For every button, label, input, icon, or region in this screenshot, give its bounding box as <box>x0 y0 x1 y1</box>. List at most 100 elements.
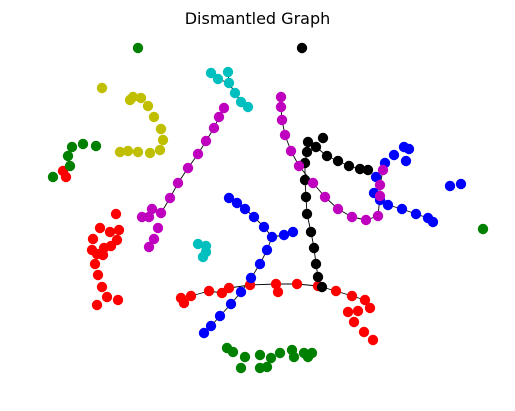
graph-node <box>358 326 370 338</box>
graph-node <box>265 352 277 364</box>
graph-node <box>310 141 322 153</box>
graph-node <box>332 203 344 215</box>
graph-node <box>275 101 287 113</box>
graph-node <box>310 258 322 270</box>
graph-node <box>301 146 313 158</box>
graph-node <box>146 203 158 215</box>
graph-node <box>279 129 291 141</box>
graph-node <box>321 150 333 162</box>
graph-node <box>110 208 122 220</box>
graph-node <box>214 310 226 322</box>
graph-node <box>317 132 329 144</box>
graph-node <box>192 238 204 250</box>
graph-node <box>155 207 167 219</box>
graph-node <box>208 122 220 134</box>
graph-node <box>127 91 139 103</box>
graph-node <box>223 77 235 89</box>
graph-node <box>154 144 166 156</box>
graph-node <box>89 258 101 270</box>
graph-node <box>288 351 300 363</box>
graph-node <box>291 278 303 290</box>
graph-node <box>343 160 355 172</box>
graph-node <box>312 271 324 283</box>
graph-node <box>242 101 254 113</box>
graph-node <box>275 91 287 103</box>
graph-node <box>293 160 305 172</box>
graph-node <box>192 148 204 160</box>
graph-node <box>143 241 155 253</box>
graph-node <box>101 291 113 303</box>
graph-node <box>287 226 299 238</box>
graph-node <box>223 282 235 294</box>
graph-node <box>92 269 104 281</box>
graph-node <box>142 100 154 112</box>
graph-node <box>64 160 76 172</box>
graph-node <box>97 249 109 261</box>
graph-node <box>203 285 215 297</box>
graph-node <box>172 177 184 189</box>
graph-node <box>296 42 308 54</box>
graph-node <box>113 224 125 236</box>
graph-node <box>200 135 212 147</box>
graph-node <box>278 229 290 241</box>
graph-node <box>225 298 237 310</box>
graph-node <box>182 162 194 174</box>
graph-node <box>276 114 288 126</box>
graph-node <box>91 299 103 311</box>
graph-node <box>148 111 160 123</box>
graph-node <box>299 174 311 186</box>
graph-node <box>330 285 342 297</box>
graph-node <box>302 136 314 148</box>
graph-node <box>302 351 314 363</box>
graph-node <box>261 244 273 256</box>
graph-node <box>316 281 328 293</box>
graph-node <box>112 294 124 306</box>
graph-node <box>200 246 212 258</box>
graph-node <box>374 179 386 191</box>
graph-node <box>332 155 344 167</box>
graph-node <box>213 111 225 123</box>
graph-node <box>212 73 224 85</box>
graph-node <box>360 214 372 226</box>
graph-node <box>205 67 217 79</box>
graph-node <box>229 87 241 99</box>
graph-node <box>90 140 102 152</box>
graph-node <box>254 349 266 361</box>
graph-node <box>239 203 251 215</box>
graph-node <box>155 123 167 135</box>
graph-node <box>364 302 376 314</box>
graph-node <box>285 145 297 157</box>
graph-node <box>87 233 99 245</box>
graph-node <box>218 102 230 114</box>
graph-nodes <box>47 42 489 374</box>
graph-node <box>400 155 412 167</box>
graph-node <box>132 146 144 158</box>
graph-node <box>354 163 366 175</box>
graph-node <box>223 192 235 204</box>
graph-node <box>266 231 278 243</box>
graph-node <box>444 180 456 192</box>
graph-node <box>164 192 176 204</box>
graph-node <box>455 178 467 190</box>
graph-node <box>254 258 266 270</box>
chart-title: Dismantled Graph <box>185 9 331 28</box>
graph-node <box>370 171 382 183</box>
graph-node <box>245 272 257 284</box>
graph-node <box>319 191 331 203</box>
graph-node <box>372 210 384 222</box>
graph-node <box>135 92 147 104</box>
graph-node <box>66 141 78 153</box>
graph-node <box>477 223 489 235</box>
graph-node <box>96 82 108 94</box>
graph-node <box>274 347 286 359</box>
graph-node <box>157 134 169 146</box>
graph-node <box>144 147 156 159</box>
graph-node <box>105 240 117 252</box>
graph-node <box>231 197 243 209</box>
graph-node <box>222 66 234 78</box>
graph-node <box>374 190 386 202</box>
graph-node <box>352 305 364 317</box>
graph-node <box>427 216 439 228</box>
graph-node <box>346 211 358 223</box>
